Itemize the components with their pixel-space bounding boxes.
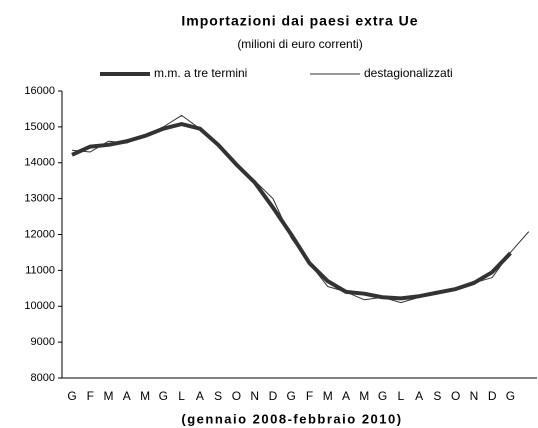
x-tick-label: O <box>451 389 460 403</box>
legend-label: destagionalizzati <box>364 66 453 80</box>
x-tick-label: L <box>398 389 405 403</box>
x-tick-label: M <box>359 389 369 403</box>
x-tick-label: L <box>178 389 185 403</box>
x-tick-label: G <box>159 389 168 403</box>
y-tick-label: 14000 <box>24 157 55 169</box>
chart-title: Importazioni dai paesi extra Ue <box>181 13 418 29</box>
series-line <box>71 114 530 304</box>
x-tick-label: S <box>214 389 222 403</box>
y-tick-label: 12000 <box>24 228 55 240</box>
x-tick-label: F <box>306 389 313 403</box>
x-tick-label: N <box>250 389 259 403</box>
x-tick-label: A <box>415 389 423 403</box>
y-tick-label: 10000 <box>24 300 55 312</box>
x-tick-label: F <box>87 389 94 403</box>
y-tick-label: 8000 <box>31 372 55 384</box>
x-tick-label: A <box>342 389 350 403</box>
x-tick-label: O <box>232 389 241 403</box>
legend-label: m.m. a tre termini <box>154 66 247 80</box>
x-tick-label: D <box>488 389 497 403</box>
x-tick-label: M <box>104 389 114 403</box>
x-tick-label: A <box>123 389 131 403</box>
x-tick-label: A <box>196 389 204 403</box>
x-tick-label: M <box>323 389 333 403</box>
x-tick-label: D <box>269 389 278 403</box>
x-axis-label: (gennaio 2008-febbraio 2010) <box>181 411 402 426</box>
x-tick-label: G <box>67 389 76 403</box>
series-line <box>71 122 512 301</box>
y-tick-label: 11000 <box>25 264 55 276</box>
x-tick-label: G <box>378 389 387 403</box>
x-tick-label: G <box>287 389 296 403</box>
x-tick-label: N <box>470 389 479 403</box>
y-tick-label: 15000 <box>24 121 55 133</box>
y-tick-label: 9000 <box>31 336 55 348</box>
y-tick-label: 16000 <box>24 85 55 97</box>
x-tick-label: S <box>433 389 441 403</box>
x-tick-label: M <box>140 389 150 403</box>
x-tick-label: G <box>506 389 515 403</box>
chart-subtitle: (milioni di euro correnti) <box>237 37 362 51</box>
y-tick-label: 13000 <box>24 193 55 205</box>
